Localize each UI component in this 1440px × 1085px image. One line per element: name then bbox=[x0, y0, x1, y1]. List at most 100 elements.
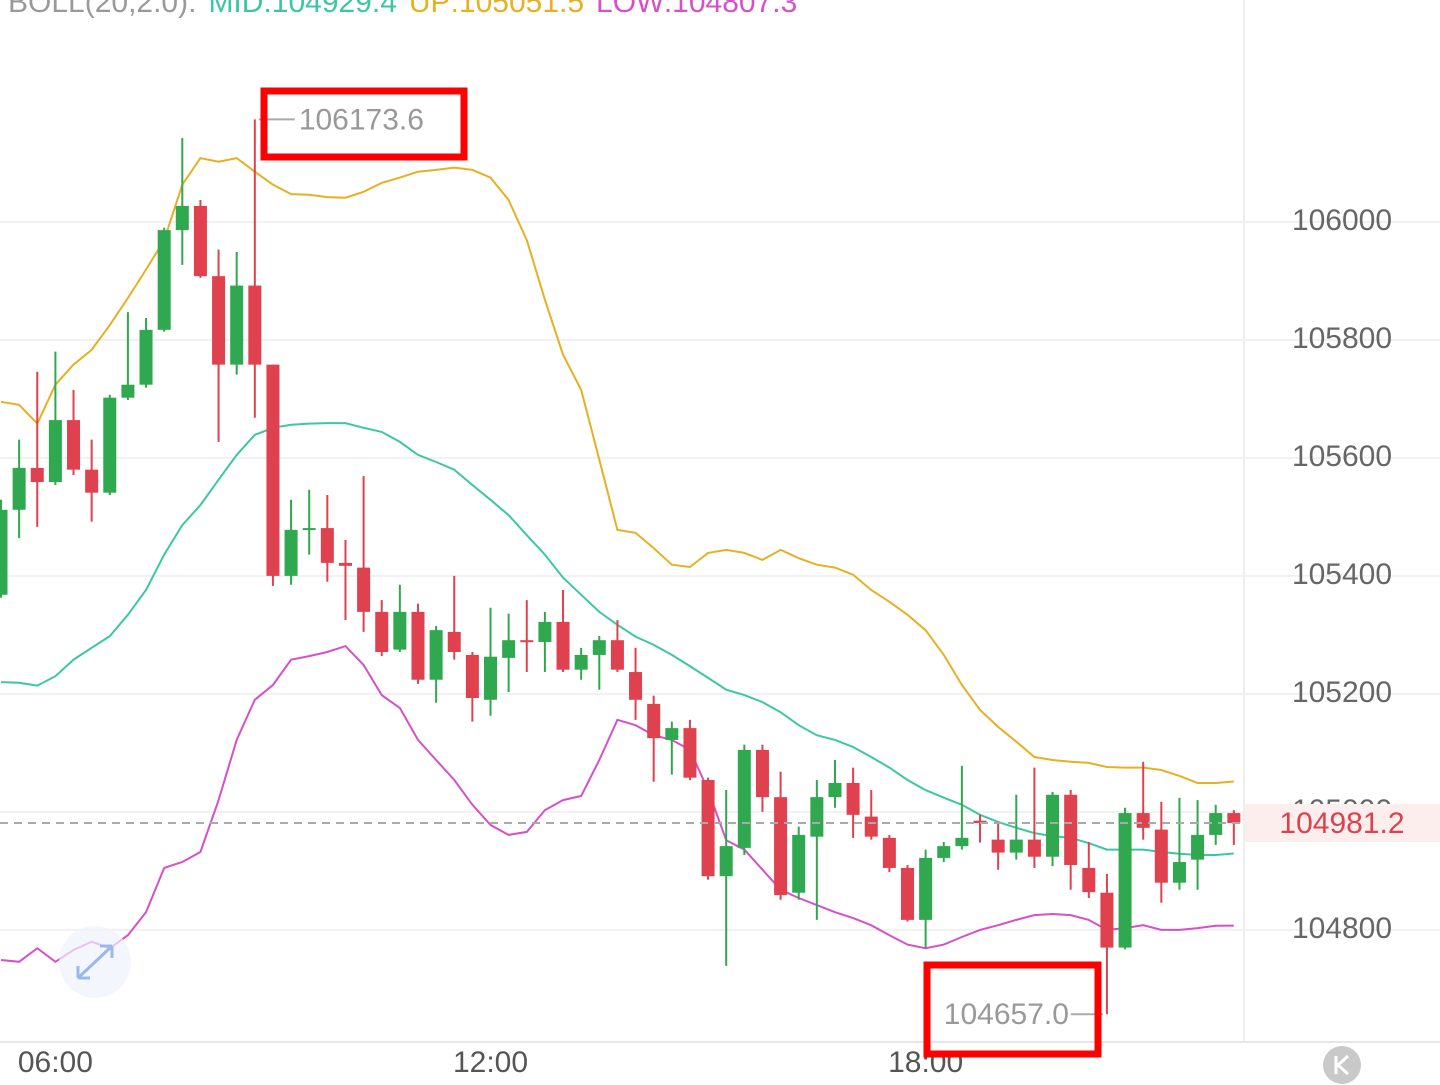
candle-body bbox=[12, 467, 26, 510]
candle-body bbox=[338, 562, 352, 566]
candle-body bbox=[320, 528, 334, 563]
candle-body bbox=[973, 820, 987, 824]
candle-body bbox=[556, 621, 570, 670]
candle-body bbox=[230, 285, 244, 365]
candle-body bbox=[955, 837, 969, 847]
candle-body bbox=[447, 631, 461, 652]
fullscreen-icon bbox=[76, 944, 114, 980]
y-tick-label: 105800 bbox=[1292, 322, 1392, 355]
candle-body bbox=[1118, 813, 1132, 948]
candle-body bbox=[284, 529, 298, 576]
band-line bbox=[0, 156, 1234, 784]
candle-body bbox=[520, 640, 534, 643]
y-tick-label: 105400 bbox=[1292, 558, 1392, 591]
indicator-header: BOLL(20,2.0): MID:104929.4 UP:105051.5 LOW:… bbox=[8, 0, 797, 19]
candle-body bbox=[465, 654, 479, 699]
candle-body bbox=[882, 837, 896, 868]
candle-body bbox=[357, 567, 371, 612]
candle-body bbox=[0, 509, 8, 595]
candle-body bbox=[1009, 839, 1023, 853]
highlight-box bbox=[923, 961, 1102, 1058]
candle-body bbox=[375, 611, 389, 652]
candle-body bbox=[484, 656, 498, 700]
candle-body bbox=[1172, 862, 1186, 883]
candle-body bbox=[1191, 834, 1205, 860]
candles bbox=[0, 119, 1241, 1015]
candle-body bbox=[919, 857, 933, 920]
candle-body bbox=[48, 420, 62, 483]
candle-body bbox=[1154, 829, 1168, 883]
candle-body bbox=[193, 205, 207, 277]
candle-body bbox=[846, 782, 860, 815]
candle-body bbox=[683, 728, 697, 778]
indicator-name: BOLL(20,2.0): bbox=[8, 0, 196, 19]
candle-body bbox=[937, 846, 951, 858]
band-line bbox=[0, 644, 1234, 964]
highlight-box bbox=[260, 87, 468, 161]
legend-entry: MID:104929.4 bbox=[208, 0, 396, 19]
candle-body bbox=[67, 420, 81, 470]
y-tick-label: 104800 bbox=[1292, 912, 1392, 945]
annotation-label: 104657.0 bbox=[944, 998, 1069, 1031]
y-tick-label: 106000 bbox=[1292, 204, 1392, 237]
candle-body bbox=[665, 728, 679, 740]
candle-body bbox=[121, 384, 135, 398]
kline-button[interactable] bbox=[1323, 1046, 1361, 1084]
candle-body bbox=[266, 364, 280, 576]
y-tick-label: 105600 bbox=[1292, 440, 1392, 473]
candle-body bbox=[85, 469, 99, 493]
candle-body bbox=[1100, 892, 1114, 948]
candle-body bbox=[502, 640, 516, 658]
candle-body bbox=[1209, 813, 1223, 835]
candle-body bbox=[828, 782, 842, 798]
candle-body bbox=[629, 672, 643, 700]
candle-body bbox=[248, 285, 262, 365]
x-tick-label: 06:00 bbox=[18, 1046, 93, 1079]
last-price-label: 104981.2 bbox=[1279, 807, 1404, 840]
kline-button-bg bbox=[1323, 1046, 1361, 1084]
fullscreen-button[interactable] bbox=[59, 926, 131, 998]
candle-body bbox=[737, 749, 751, 848]
candle-body bbox=[1046, 794, 1060, 857]
candle-body bbox=[429, 630, 443, 680]
candle-body bbox=[991, 839, 1005, 853]
annotation-label: 106173.6 bbox=[299, 103, 424, 136]
candle-body bbox=[30, 467, 44, 483]
candle-body bbox=[610, 640, 624, 670]
candle-body bbox=[901, 867, 914, 920]
candle-body bbox=[592, 640, 606, 655]
legend-entry: UP:105051.5 bbox=[409, 0, 584, 19]
candle-body bbox=[1027, 839, 1041, 857]
candle-body bbox=[574, 654, 588, 670]
candle-body bbox=[103, 397, 117, 493]
kline-icon bbox=[1334, 1054, 1350, 1076]
candle-body bbox=[774, 797, 788, 896]
candle-body bbox=[755, 749, 769, 798]
candle-body bbox=[810, 797, 824, 837]
candle-body bbox=[701, 780, 715, 877]
candle-body bbox=[139, 329, 153, 385]
candle-body bbox=[411, 611, 425, 680]
candle-body bbox=[864, 816, 878, 837]
y-tick-label: 105200 bbox=[1292, 676, 1392, 709]
candle-body bbox=[1064, 794, 1078, 865]
overlay: 106173.6 104657.0 104981.2 bbox=[0, 103, 1440, 1031]
candle-body bbox=[302, 528, 316, 531]
candle-body bbox=[719, 846, 733, 877]
candle-body bbox=[157, 230, 171, 330]
candle-body bbox=[1136, 813, 1150, 828]
candle-body bbox=[1227, 813, 1241, 823]
last-price-box bbox=[1245, 803, 1440, 842]
grid: 1048001050001052001054001056001058001060… bbox=[0, 204, 1440, 1079]
candle-body bbox=[647, 703, 661, 739]
candle-body bbox=[393, 611, 407, 650]
candle-body bbox=[212, 276, 226, 365]
candle-body bbox=[792, 834, 806, 893]
candle-body bbox=[538, 621, 552, 642]
candle-body bbox=[175, 205, 189, 231]
legend-entry: LOW:104807.3 bbox=[596, 0, 797, 19]
x-tick-label: 12:00 bbox=[453, 1046, 528, 1079]
candle-body bbox=[1082, 867, 1096, 893]
